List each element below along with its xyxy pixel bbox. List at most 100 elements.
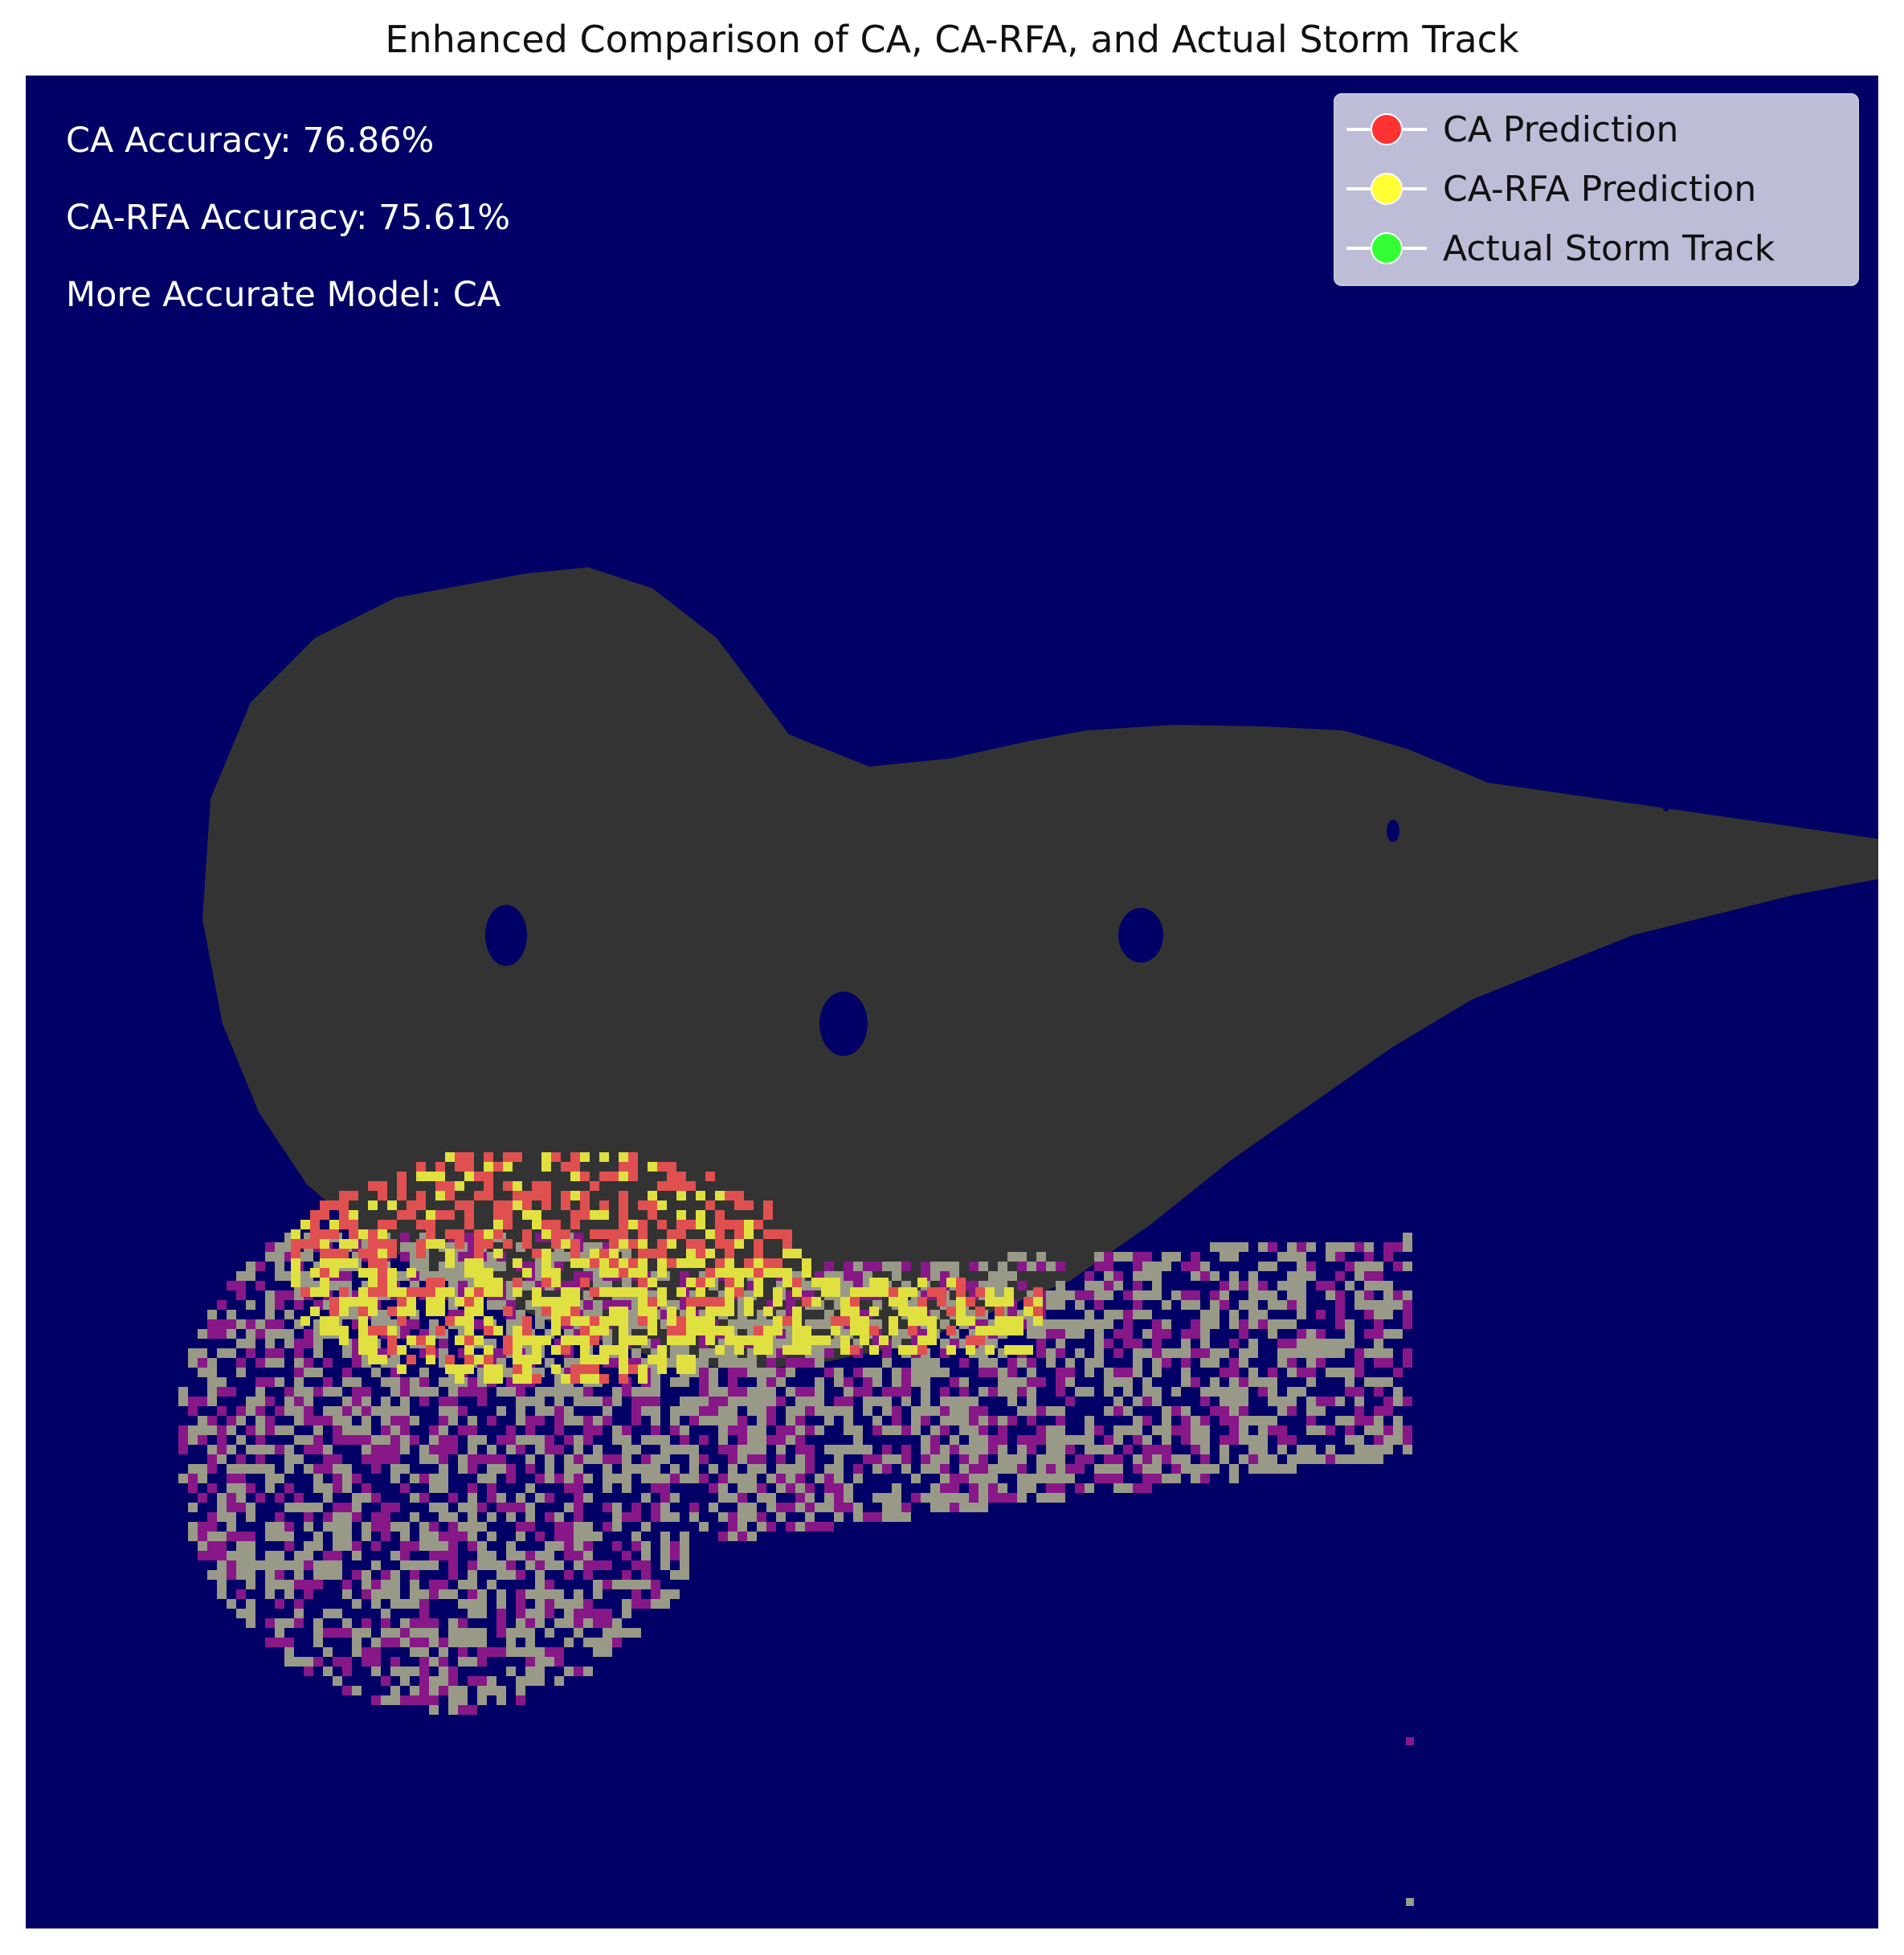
actual-track-cell <box>1374 1406 1383 1416</box>
actual-track-cell <box>506 1503 516 1512</box>
actual-track-cell <box>940 1262 950 1271</box>
actual-track-cell <box>1104 1339 1113 1348</box>
actual-track-cell <box>265 1618 275 1628</box>
actual-track-cell <box>227 1329 236 1339</box>
actual-track-cell <box>1133 1483 1142 1493</box>
actual-track-cell <box>699 1474 709 1483</box>
ca-prediction-cell <box>368 1249 378 1258</box>
actual-track-cell <box>1239 1425 1248 1435</box>
actual-track-cell <box>362 1618 371 1628</box>
ca-prediction-cell <box>648 1210 657 1220</box>
actual-track-cell <box>593 1445 603 1454</box>
ca-rfa-prediction-cell <box>1033 1297 1043 1307</box>
actual-track-cell <box>988 1271 998 1281</box>
ca-rfa-prediction-cell <box>590 1326 599 1335</box>
ca-prediction-cell <box>387 1249 397 1258</box>
actual-track-cell <box>930 1454 940 1464</box>
actual-track-cell <box>342 1474 352 1483</box>
actual-track-cell <box>574 1435 583 1445</box>
ca-rfa-prediction-cell <box>541 1162 551 1172</box>
actual-track-cell <box>468 1628 477 1638</box>
actual-track-cell <box>1345 1368 1354 1377</box>
ca-prediction-cell <box>339 1200 349 1210</box>
actual-track-cell <box>1364 1252 1374 1262</box>
actual-track-cell <box>468 1676 477 1686</box>
actual-track-cell <box>448 1686 458 1695</box>
actual-track-cell <box>670 1377 680 1387</box>
actual-track-cell <box>641 1406 651 1416</box>
actual-track-cell <box>352 1628 362 1638</box>
actual-track-cell <box>1277 1445 1287 1454</box>
actual-track-cell <box>1113 1368 1123 1377</box>
actual-track-cell <box>458 1695 468 1705</box>
actual-track-cell <box>1200 1387 1210 1397</box>
actual-track-cell <box>468 1705 477 1715</box>
actual-track-cell <box>275 1522 284 1532</box>
actual-track-cell <box>294 1599 304 1609</box>
actual-track-cell <box>1383 1252 1393 1262</box>
actual-track-cell <box>429 1541 439 1551</box>
ca-rfa-prediction-cell <box>551 1326 561 1335</box>
actual-track-cell <box>458 1686 468 1695</box>
actual-track-cell <box>805 1464 815 1474</box>
ca-rfa-prediction-cell <box>561 1307 570 1316</box>
actual-track-cell <box>207 1551 217 1560</box>
actual-track-cell <box>217 1532 227 1541</box>
actual-track-cell <box>670 1589 680 1599</box>
actual-track-cell <box>400 1397 410 1406</box>
actual-track-cell <box>574 1454 583 1464</box>
actual-track-cell <box>381 1406 390 1416</box>
actual-track-cell <box>718 1445 728 1454</box>
ca-rfa-prediction-cell <box>570 1258 580 1268</box>
actual-track-cell <box>699 1435 709 1445</box>
ca-rfa-prediction-cell <box>850 1287 860 1297</box>
actual-track-cell <box>882 1406 892 1416</box>
actual-track-cell <box>1258 1445 1268 1454</box>
actual-track-cell <box>863 1454 872 1464</box>
actual-track-cell <box>390 1406 400 1416</box>
actual-track-cell <box>448 1560 458 1570</box>
actual-track-cell <box>217 1551 227 1560</box>
ca-prediction-cell <box>551 1152 561 1162</box>
ca-rfa-prediction-cell <box>329 1326 339 1335</box>
ca-prediction-cell <box>320 1249 329 1258</box>
actual-track-cell <box>1277 1348 1287 1358</box>
actual-track-cell <box>1036 1493 1046 1503</box>
actual-track-cell <box>535 1551 545 1560</box>
actual-track-cell <box>815 1406 824 1416</box>
actual-track-cell <box>718 1397 728 1406</box>
actual-track-cell <box>795 1435 805 1445</box>
actual-track-cell <box>246 1348 255 1358</box>
actual-track-cell <box>921 1377 930 1387</box>
actual-track-cell <box>718 1416 728 1425</box>
actual-track-cell <box>419 1599 429 1609</box>
actual-track-cell <box>1027 1358 1036 1368</box>
actual-track-cell <box>911 1377 921 1387</box>
actual-track-cell <box>593 1416 603 1425</box>
ca-rfa-prediction-cell <box>541 1152 551 1162</box>
actual-track-cell <box>959 1406 969 1416</box>
ca-rfa-prediction-cell <box>580 1355 590 1364</box>
ca-prediction-cell <box>590 1258 599 1268</box>
actual-track-cell <box>448 1628 458 1638</box>
ca-prediction-cell <box>676 1316 686 1326</box>
actual-track-cell <box>844 1503 853 1512</box>
ca-rfa-prediction-cell <box>445 1258 455 1268</box>
actual-track-cell <box>458 1580 468 1589</box>
actual-track-cell <box>429 1676 439 1686</box>
actual-track-cell <box>612 1512 622 1522</box>
actual-track-cell <box>1171 1474 1181 1483</box>
ca-rfa-prediction-cell <box>821 1287 831 1297</box>
ca-rfa-prediction-cell <box>1014 1326 1024 1335</box>
actual-track-cell <box>1123 1368 1133 1377</box>
ca-rfa-prediction-cell <box>638 1258 648 1268</box>
actual-track-cell <box>1345 1435 1354 1445</box>
actual-track-cell <box>1229 1368 1239 1377</box>
actual-track-cell <box>400 1551 410 1560</box>
ca-prediction-cell <box>705 1172 715 1181</box>
actual-track-cell <box>1171 1454 1181 1464</box>
actual-track-cell <box>516 1397 525 1406</box>
actual-track-cell <box>795 1464 805 1474</box>
actual-track-cell <box>998 1454 1007 1464</box>
actual-track-cell <box>901 1368 911 1377</box>
